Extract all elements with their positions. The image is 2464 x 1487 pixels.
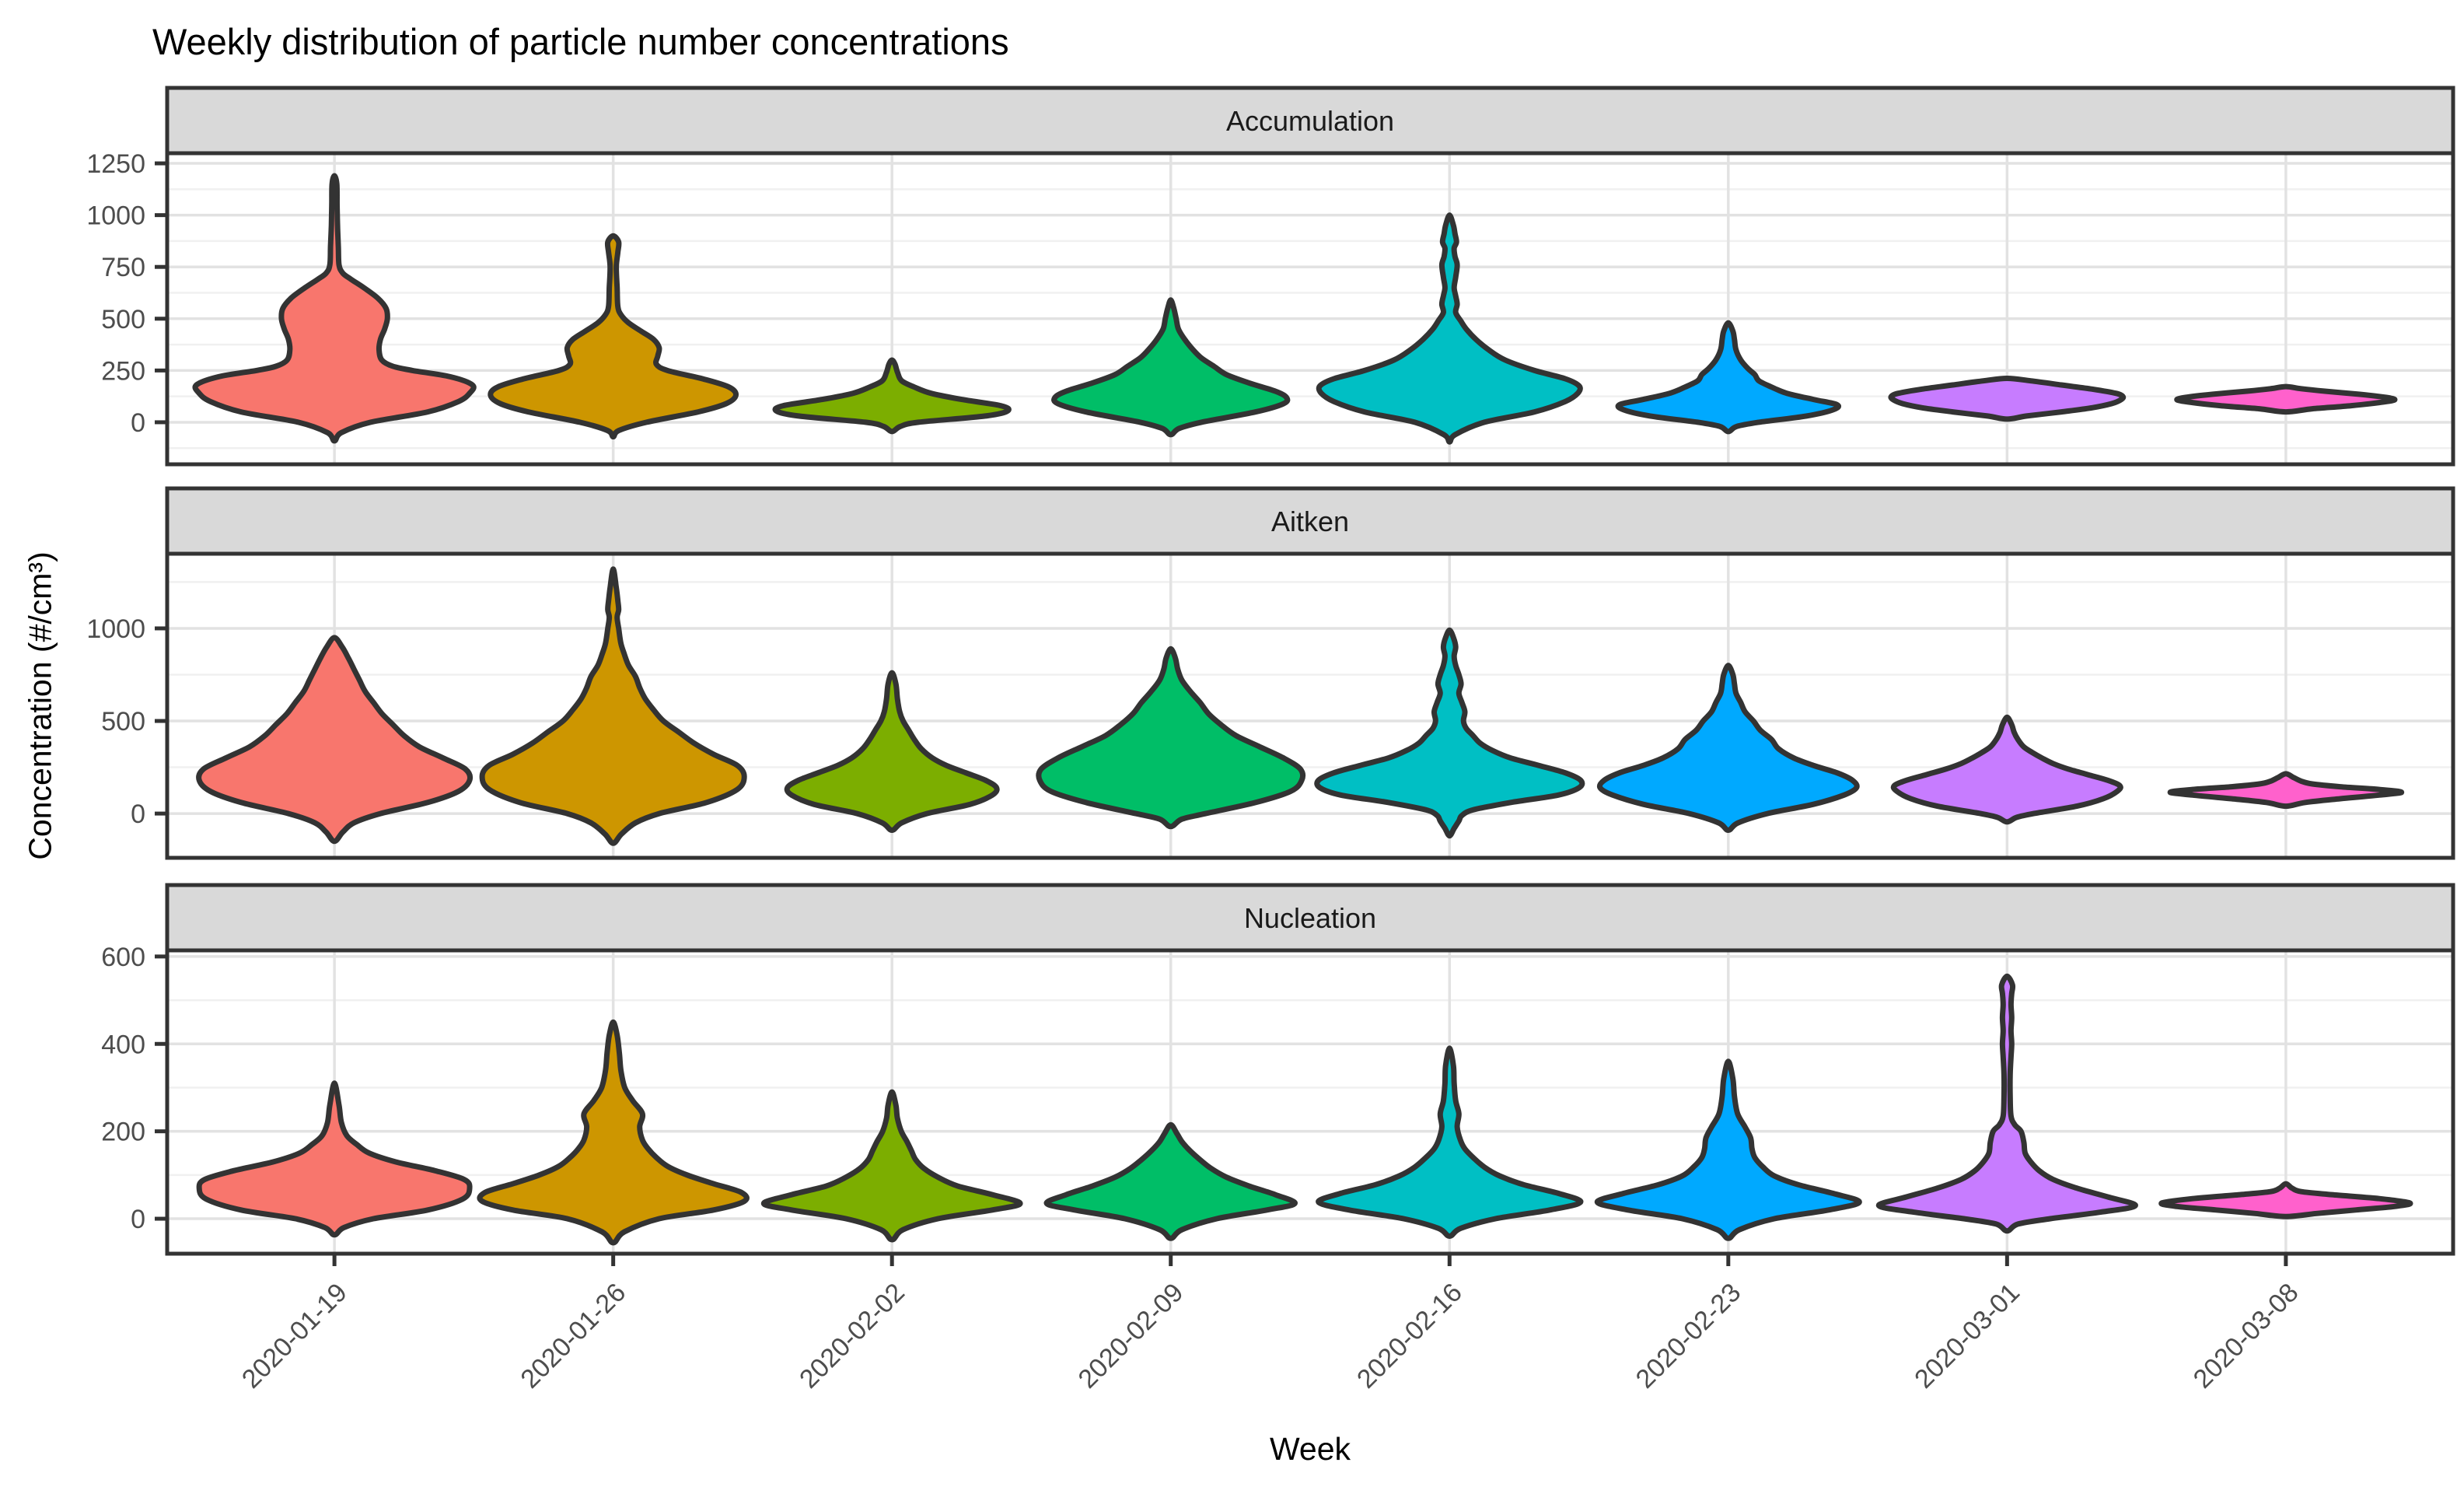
x-tick-label: 2020-03-01 xyxy=(1909,1278,2025,1394)
violin-aitken-2020-02-09 xyxy=(1036,646,1306,830)
x-tick-label: 2020-02-16 xyxy=(1351,1278,1468,1394)
violin-accumulation-2020-02-09 xyxy=(1051,297,1291,438)
chart-title: Weekly distribution of particle number c… xyxy=(152,21,1009,62)
violin-accumulation-2020-03-01 xyxy=(1888,376,2127,422)
y-tick-label: 250 xyxy=(101,356,145,386)
facet-strip-label-aitken: Aitken xyxy=(1271,506,1349,537)
y-tick-label: 1250 xyxy=(86,149,145,179)
violin-aitken-2020-02-16 xyxy=(1314,627,1585,839)
x-tick-label: 2020-01-26 xyxy=(515,1278,631,1394)
facet-aitken: Aitken 0 500 1000 xyxy=(86,486,2455,860)
violin-accumulation-2020-01-19 xyxy=(192,173,477,444)
violin-nucleation-2020-01-26 xyxy=(477,1019,750,1246)
y-tick-label: 600 xyxy=(101,943,145,972)
violin-accumulation-2020-02-02 xyxy=(772,357,1012,435)
y-tick-label: 1000 xyxy=(86,614,145,644)
violin-nucleation-2020-02-16 xyxy=(1316,1045,1584,1239)
facet-accumulation: Accumulation 0 250 500 750 1000 1250 xyxy=(86,86,2455,467)
violin-aitken-2020-01-19 xyxy=(196,635,474,845)
x-axis-title: Week xyxy=(1269,1431,1351,1467)
violin-accumulation-2020-02-23 xyxy=(1615,320,1841,435)
x-tick-label: 2020-01-19 xyxy=(236,1278,353,1394)
y-tick-label: 0 xyxy=(131,408,145,438)
violin-nucleation-2020-02-02 xyxy=(760,1089,1023,1243)
facet-strip-nucleation xyxy=(165,883,2455,953)
violin-aitken-2020-02-23 xyxy=(1596,663,1860,833)
y-tick-label: 200 xyxy=(101,1118,145,1147)
y-tick-label: 500 xyxy=(101,707,145,737)
y-tick-label: 0 xyxy=(131,799,145,829)
violin-aitken-2020-02-02 xyxy=(784,670,1000,833)
violin-nucleation-2020-03-08 xyxy=(2158,1181,2413,1219)
y-tick-label: 1000 xyxy=(86,201,145,231)
facet-nucleation: Nucleation 0 200 400 600 xyxy=(101,883,2455,1256)
facet-strip-aitken xyxy=(165,486,2455,556)
x-tick-label: 2020-02-09 xyxy=(1073,1278,1190,1394)
violin-aitken-2020-03-08 xyxy=(2167,771,2405,810)
facet-strip-label-nucleation: Nucleation xyxy=(1244,902,1376,934)
violin-aitken-2020-03-01 xyxy=(1890,714,2123,825)
y-tick-label: 400 xyxy=(101,1030,145,1059)
violin-aitken-2020-01-26 xyxy=(479,566,747,846)
facet-panel-accumulation xyxy=(167,153,2453,464)
violin-nucleation-2020-01-19 xyxy=(196,1080,473,1238)
violin-accumulation-2020-03-08 xyxy=(2174,383,2398,415)
y-tick-label: 750 xyxy=(101,253,145,282)
violin-nucleation-2020-02-09 xyxy=(1043,1121,1298,1241)
violin-nucleation-2020-03-01 xyxy=(1875,973,2138,1234)
violin-nucleation-2020-02-23 xyxy=(1594,1058,1862,1241)
x-tick-label: 2020-02-02 xyxy=(794,1278,910,1394)
y-axis-title: Concentration (#/cm³) xyxy=(22,551,58,860)
facet-strip-label-accumulation: Accumulation xyxy=(1226,105,1394,137)
facet-strip-accumulation xyxy=(165,86,2455,156)
violin-accumulation-2020-01-26 xyxy=(488,233,739,440)
x-tick-label: 2020-03-08 xyxy=(2188,1278,2305,1394)
x-tick-label: 2020-02-23 xyxy=(1630,1278,1747,1394)
y-tick-label: 0 xyxy=(131,1205,145,1234)
y-tick-label: 500 xyxy=(101,305,145,334)
violin-accumulation-2020-02-16 xyxy=(1316,212,1583,445)
